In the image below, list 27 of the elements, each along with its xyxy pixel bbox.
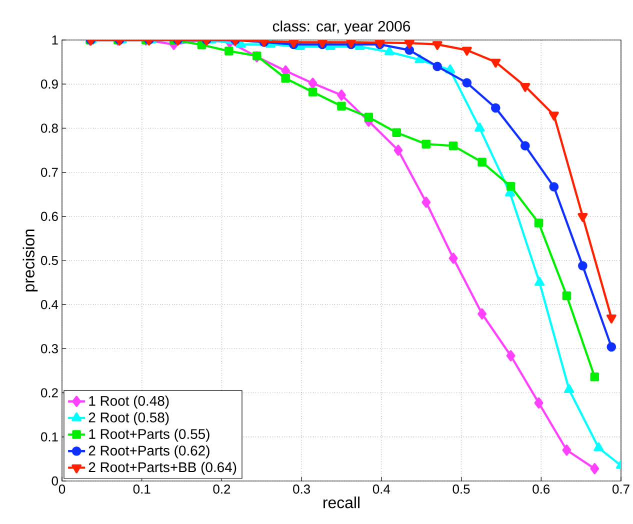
legend-label: 1 Root (0.48)	[89, 396, 169, 409]
chart-title: class: car, year 2006	[272, 20, 410, 34]
y-tick-label: 0	[52, 476, 58, 486]
y-tick-label: 0.3	[40, 344, 58, 354]
x-axis-title: recall	[324, 496, 360, 508]
x-tick-label: 0	[58, 484, 66, 494]
x-tick-label: 0.7	[612, 484, 630, 494]
x-tick-label: 0.3	[293, 484, 310, 494]
legend-label: 2 Root+Parts (0.62)	[88, 445, 210, 458]
y-tick-label: 0.2	[40, 388, 58, 398]
y-tick-label: 0.4	[40, 300, 58, 310]
x-tick-label: 0.2	[213, 484, 230, 494]
legend-label: 1 Root+Parts (0.55)	[89, 428, 210, 442]
y-tick-label: 0.5	[40, 256, 58, 266]
y-tick-label: 0.9	[40, 80, 58, 89]
y-tick-label: 0.7	[40, 168, 58, 177]
x-tick-label: 0.5	[452, 484, 470, 494]
y-tick-label: 0.8	[40, 124, 58, 133]
y-tick-label: 1	[52, 36, 58, 44]
y-tick-label: 0.1	[40, 432, 58, 442]
y-tick-label: 0.6	[40, 212, 58, 221]
legend-label: 2 Root (0.58)	[88, 412, 169, 426]
x-tick-label: 0.1	[133, 484, 150, 494]
y-axis-title: precision	[22, 230, 38, 292]
x-tick-label: 0.4	[372, 484, 390, 494]
legend-label: 2 Root+Parts+BB (0.64)	[88, 462, 236, 475]
x-tick-label: 0.6	[532, 484, 550, 494]
